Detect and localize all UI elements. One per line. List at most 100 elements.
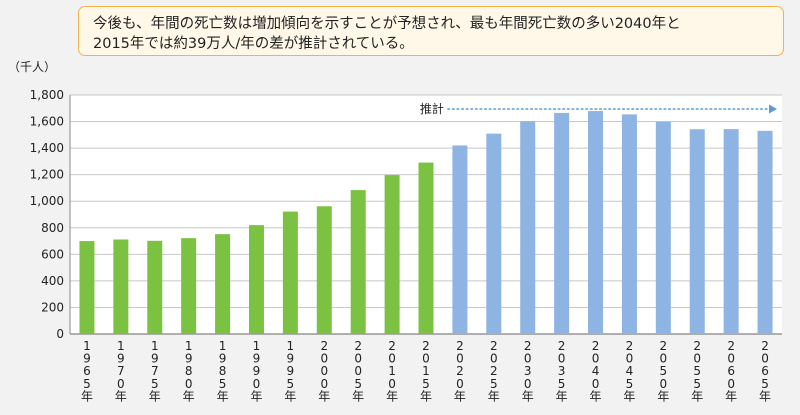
x-tick-label: 7 [117, 364, 125, 378]
x-tick-label: 0 [660, 377, 668, 391]
y-tick-label: 1,200 [30, 168, 64, 182]
x-tick-label: 5 [490, 377, 498, 391]
x-tick-label: 0 [422, 352, 430, 366]
x-tick-label: 4 [626, 364, 634, 378]
x-tick-label: 年 [556, 389, 568, 403]
x-tick-label: 6 [83, 364, 91, 378]
x-tick-label: 2 [490, 364, 498, 378]
x-tick-label: 年 [522, 389, 534, 403]
x-tick-label: 2 [456, 364, 464, 378]
x-tick-label: 年 [149, 389, 161, 403]
bar [147, 240, 163, 334]
x-tick-label: 0 [117, 377, 125, 391]
x-tick-label: 年 [725, 389, 737, 403]
x-tick-label: 年 [81, 389, 93, 403]
x-tick-label: 年 [454, 389, 466, 403]
x-tick-label: 1 [83, 339, 91, 353]
x-tick-label: 2 [354, 339, 362, 353]
note-line-1: 今後も、年間の死亡数は増加傾向を示すことが予想され、最も年間死亡数の多い2040… [93, 16, 681, 32]
x-tick-label: 0 [185, 377, 193, 391]
x-tick-label: 0 [761, 352, 769, 366]
x-tick-label: 7 [151, 364, 159, 378]
x-tick-label: 0 [727, 352, 735, 366]
y-tick-label: 800 [41, 221, 64, 235]
x-tick-label: 0 [727, 377, 735, 391]
bar [520, 121, 536, 334]
bar [486, 133, 502, 334]
x-tick-label: 1 [422, 364, 430, 378]
y-tick-label: 1,800 [30, 88, 64, 102]
y-tick-label: 1,400 [30, 141, 64, 155]
y-axis-unit: （千人） [8, 60, 57, 74]
x-tick-label: 5 [558, 377, 566, 391]
x-tick-label: 1 [117, 339, 125, 353]
y-tick-label: 600 [41, 247, 64, 261]
x-tick-label: 5 [287, 377, 295, 391]
x-tick-label: 9 [253, 352, 261, 366]
note-box: 今後も、年間の死亡数は増加傾向を示すことが予想され、最も年間死亡数の多い2040… [78, 6, 784, 56]
bar [554, 112, 570, 334]
bar [384, 175, 400, 334]
x-tick-label: 9 [287, 364, 295, 378]
y-tick-label: 1,600 [30, 115, 64, 129]
x-tick-label: 0 [320, 352, 328, 366]
y-tick-label: 400 [41, 274, 64, 288]
x-tick-label: 0 [354, 364, 362, 378]
bar [316, 206, 332, 334]
x-tick-label: 0 [320, 364, 328, 378]
x-tick-label: 0 [592, 352, 600, 366]
x-tick-label: 年 [420, 389, 432, 403]
bar [655, 121, 671, 335]
x-tick-label: 3 [558, 364, 566, 378]
x-tick-label: 0 [524, 377, 532, 391]
x-tick-label: 0 [524, 352, 532, 366]
bar [282, 211, 298, 334]
x-tick-label: 1 [151, 339, 159, 353]
x-tick-label: 9 [287, 352, 295, 366]
x-tick-label: 2 [660, 339, 668, 353]
x-tick-label: 年 [217, 389, 229, 403]
x-tick-label: 年 [590, 389, 602, 403]
x-tick-label: 9 [185, 352, 193, 366]
x-tick-label: 5 [660, 364, 668, 378]
x-tick-label: 年 [183, 389, 195, 403]
x-tick-label: 年 [691, 389, 703, 403]
bar [757, 130, 773, 334]
x-tick-label: 5 [626, 377, 634, 391]
x-tick-label: 2 [592, 339, 600, 353]
x-tick-label: 0 [253, 377, 261, 391]
x-tick-label: 年 [386, 389, 398, 403]
x-tick-label: 1 [287, 339, 295, 353]
y-tick-label: 1,000 [30, 194, 64, 208]
x-tick-label: 年 [284, 389, 296, 403]
x-tick-label: 2 [388, 339, 396, 353]
x-tick-label: 0 [320, 377, 328, 391]
x-tick-label: 2 [524, 339, 532, 353]
x-tick-label: 0 [592, 377, 600, 391]
x-tick-label: 5 [693, 377, 701, 391]
x-tick-label: 9 [151, 352, 159, 366]
bar [689, 129, 705, 334]
projection-arrow-head [769, 104, 777, 114]
x-tick-label: 0 [693, 352, 701, 366]
x-tick-label: 2 [727, 339, 735, 353]
x-tick-label: 9 [117, 352, 125, 366]
x-tick-label: 年 [250, 389, 262, 403]
x-tick-label: 0 [490, 352, 498, 366]
x-tick-label: 9 [83, 352, 91, 366]
x-tick-label: 0 [388, 377, 396, 391]
bar [113, 239, 129, 334]
bar [452, 145, 468, 334]
x-tick-label: 8 [185, 364, 193, 378]
x-tick-label: 年 [115, 389, 127, 403]
x-tick-label: 年 [318, 389, 330, 403]
x-tick-label: 2 [456, 339, 464, 353]
x-tick-label: 年 [623, 389, 635, 403]
x-tick-label: 2 [558, 339, 566, 353]
x-tick-label: 0 [558, 352, 566, 366]
bar [418, 162, 434, 334]
bar [248, 225, 264, 334]
bar [181, 238, 197, 334]
x-tick-label: 2 [761, 339, 769, 353]
x-tick-label: 6 [727, 364, 735, 378]
